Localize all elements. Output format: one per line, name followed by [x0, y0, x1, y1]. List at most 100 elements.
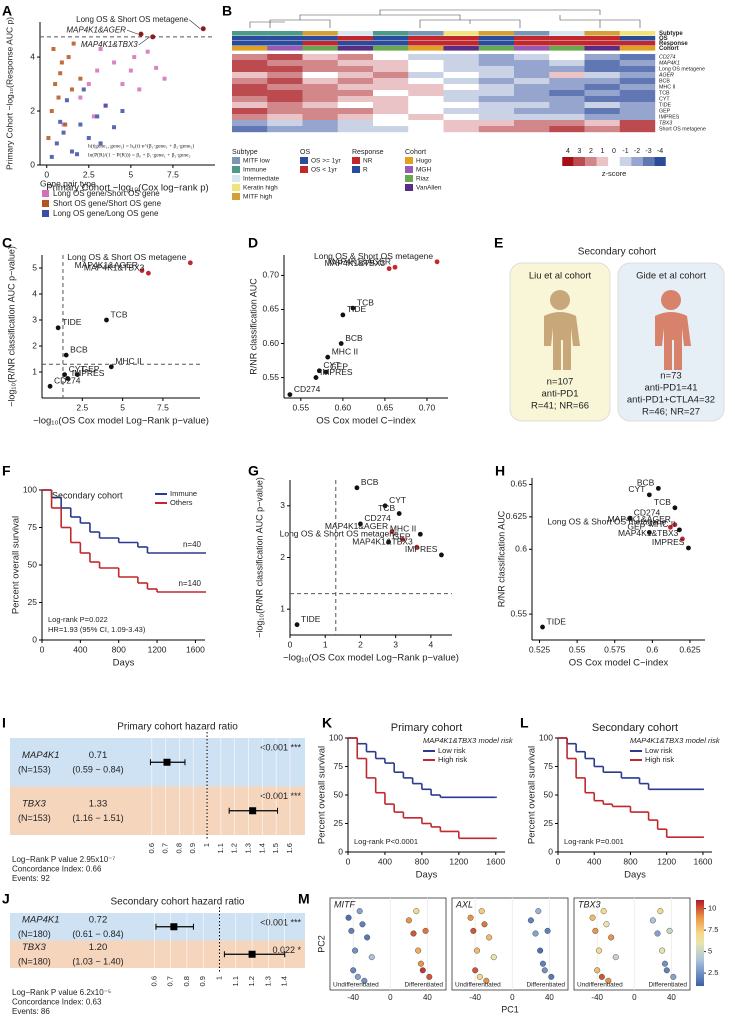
colorbar-tick-label: 7.5	[708, 925, 718, 934]
y-tick-label: 50	[544, 789, 554, 799]
annotation-cell	[267, 41, 303, 46]
x-tick-label: 0.60	[335, 402, 352, 412]
x-axis-label: −log₁₀(OS Cox model Log−Rank p−value)	[33, 416, 209, 427]
point	[655, 485, 661, 491]
heatmap-cell	[337, 96, 374, 103]
heatmap-cell	[514, 78, 550, 85]
heatmap-cell	[549, 126, 585, 133]
x-tick-label: 0.575	[604, 644, 626, 654]
footer-line: Concordance Index: 0.66	[12, 865, 102, 874]
heatmap-cell	[478, 108, 515, 115]
x-tick-label: 0.8	[182, 976, 191, 986]
heatmap-cell	[549, 72, 585, 79]
panel-label: B	[222, 3, 232, 19]
heatmap-cell	[549, 60, 585, 67]
ci-label: (0.61 − 0.84)	[72, 929, 123, 939]
point	[108, 364, 114, 370]
point	[364, 934, 371, 941]
annotation-cell	[549, 46, 585, 51]
colorbar-cell	[596, 157, 609, 166]
heatmap-cell	[584, 60, 620, 67]
cohort-line: n=107	[547, 377, 574, 388]
point	[410, 930, 417, 937]
point	[62, 372, 67, 377]
point	[490, 954, 497, 961]
y-tick-label: 100	[329, 732, 343, 742]
y-tick-label: 1	[280, 603, 285, 613]
hr-label: 1.33	[89, 798, 108, 809]
point	[426, 973, 433, 980]
point	[316, 368, 322, 374]
x-tick-label: 1	[202, 843, 211, 847]
hr-label: 0.71	[89, 750, 108, 761]
point	[415, 947, 422, 954]
y-tick-label: 100	[23, 484, 37, 494]
point	[589, 914, 596, 921]
legend-label: High risk	[645, 755, 674, 764]
p-label: 0.022 *	[272, 945, 301, 955]
point	[661, 960, 668, 967]
footer-line: Concordance Index: 0.63	[12, 998, 102, 1007]
heatmap-cell	[337, 72, 374, 79]
heatmap-cell	[302, 108, 338, 115]
point-label: MAP4K1&AGER	[608, 514, 671, 524]
point	[359, 921, 366, 928]
x-tick-label: 800	[415, 856, 429, 866]
point	[51, 46, 56, 51]
heatmap-cell	[408, 120, 444, 127]
point	[47, 383, 53, 389]
point-label: CD274	[294, 384, 321, 394]
subpanel-title: AXL	[455, 899, 473, 909]
heatmap-cell	[619, 126, 656, 133]
x-axis-label: Primary Cohort −log₁₀(Cox log−rank p)	[46, 183, 208, 194]
point	[605, 977, 612, 984]
colorbar-tick-label: -2	[634, 148, 640, 155]
annotation-cell	[443, 31, 479, 36]
y-axis-label: PC2	[316, 935, 326, 953]
point	[139, 268, 145, 273]
point	[474, 947, 481, 954]
heatmap-cell	[549, 114, 585, 121]
subpanel-title: MITF	[334, 899, 355, 909]
panel-label: G	[248, 463, 259, 479]
x-tick-label: 400	[378, 856, 392, 866]
x-tick-label: 0	[632, 993, 637, 1002]
heatmap-cell	[337, 114, 374, 121]
point	[596, 947, 603, 954]
point	[649, 917, 656, 924]
x-tick-label: 1200	[449, 856, 468, 866]
point	[128, 68, 133, 73]
heatmap-cell	[478, 72, 515, 79]
point	[78, 122, 83, 127]
y-axis-label: Percent overall survival	[317, 746, 328, 844]
point-label: TIDE	[347, 304, 367, 314]
panel-title: Secondary cohort	[578, 247, 657, 258]
annotation-cell	[584, 31, 620, 36]
heatmap-cell	[514, 72, 550, 79]
heatmap-cell	[443, 66, 479, 73]
point	[368, 954, 375, 961]
x-tick-label: 800	[623, 856, 637, 866]
heatmap-cell	[584, 54, 620, 61]
annotation-cell	[232, 36, 268, 41]
heatmap-cell	[514, 126, 550, 133]
legend-label: Long OS gene/Long OS gene	[53, 209, 159, 218]
point-label: IMPRES	[320, 367, 353, 377]
point	[532, 930, 539, 937]
heatmap-cell	[232, 66, 268, 73]
y-axis-label: −log₁₀(R/NR classification AUC p−value)	[6, 246, 16, 407]
heatmap-cell	[408, 102, 444, 109]
point	[594, 967, 601, 974]
colorbar-cell	[642, 157, 655, 166]
highlight-point	[150, 34, 156, 40]
row-label: IMPRES	[659, 114, 680, 120]
annotation-cell	[337, 46, 374, 51]
annotation-cell	[373, 46, 409, 51]
point	[120, 109, 125, 114]
y-tick-label: 2	[280, 552, 285, 562]
annotation-cell	[302, 46, 338, 51]
x-axis-label: Days	[113, 658, 135, 669]
annotation-cell	[514, 41, 550, 46]
point-label: MHC II	[390, 524, 416, 534]
y-tick-label: 0.6	[515, 544, 527, 554]
